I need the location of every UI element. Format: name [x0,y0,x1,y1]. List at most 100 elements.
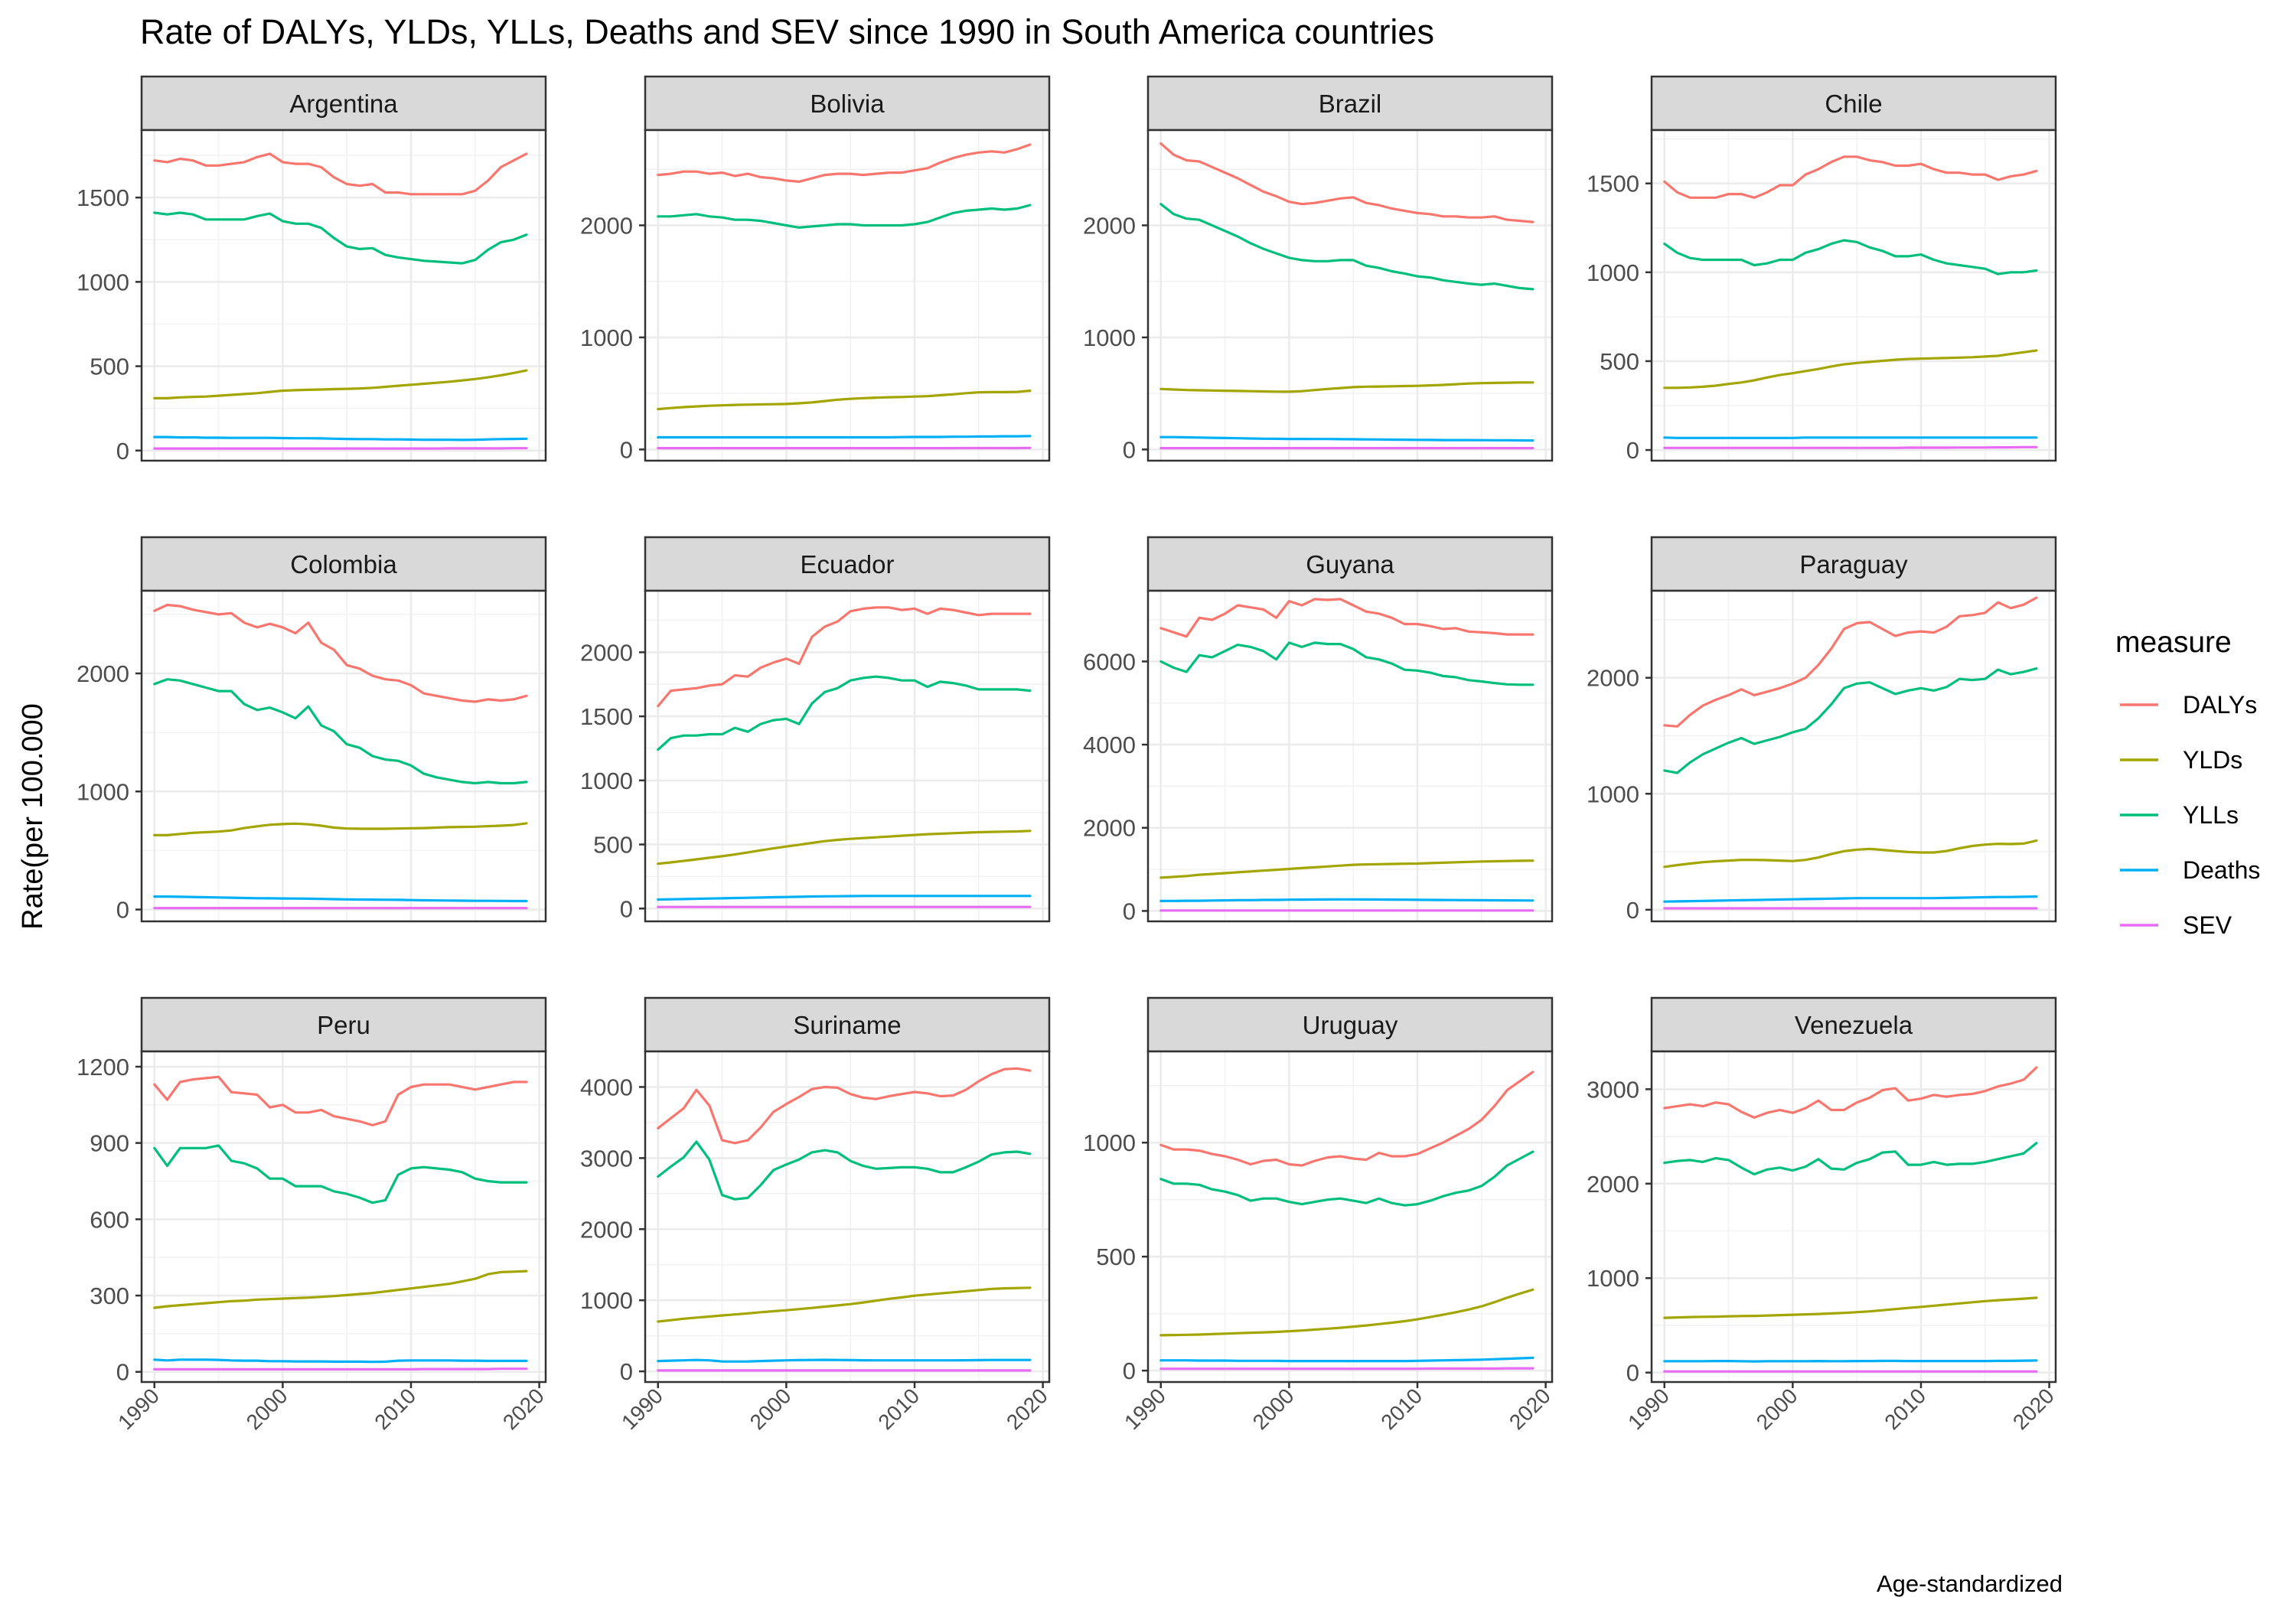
y-tick-label: 0 [1123,436,1136,463]
series-line-ylds [153,822,528,837]
series-line-dalys [153,152,528,196]
series-line-deaths [657,1358,1032,1363]
y-tick-label: 2000 [580,639,633,666]
series-line-dalys [1159,598,1534,638]
chart-title: Rate of DALYs, YLDs, YLLs, Deaths and SE… [140,12,1434,51]
y-tick-label: 500 [593,832,633,859]
y-tick-label: 2000 [1083,212,1136,239]
y-tick-label: 6000 [1083,648,1136,675]
facet-strip-label: Guyana [1306,550,1394,579]
x-tick-label: 2020 [1002,1384,1052,1434]
x-tick-label: 2010 [370,1384,420,1434]
x-tick-label: 1990 [1120,1384,1170,1434]
y-tick-label: 0 [116,1359,129,1386]
y-tick-label: 1200 [77,1054,129,1081]
series-line-deaths [1159,1356,1534,1363]
series-line-ylls [657,204,1032,229]
y-tick-label: 300 [90,1283,129,1309]
legend-label: YLDs [2183,746,2242,774]
series-line-deaths [153,1358,528,1364]
y-tick-label: 0 [116,897,129,924]
y-tick-label: 3000 [1587,1076,1639,1103]
legend-label: Deaths [2183,856,2260,884]
series-line-ylls [1159,203,1534,291]
panel-argentina: Argentina 0 500 1000 1500 [77,75,547,464]
facet-strip-label: Paraguay [1799,550,1908,579]
legend-label: SEV [2183,911,2232,939]
panel-border [140,589,547,923]
series-line-ylls [153,678,528,785]
series-line-ylds [1159,381,1534,393]
y-tick-label: 4000 [1083,732,1136,758]
plot-background [645,591,1049,921]
legend-item-deaths: Deaths [2120,856,2260,884]
facet-strip-label: Argentina [289,90,398,118]
y-tick-label: 1000 [77,269,129,295]
panel-border [1650,589,2057,923]
series-line-ylls [153,211,528,265]
y-tick-label: 1000 [1083,1129,1136,1156]
facet-strip [1146,996,1554,1053]
facet-strip-label: Ecuador [801,550,895,579]
plot-background [1652,1051,2056,1382]
series-line-dalys [1663,596,2038,728]
panel-guyana: Guyana 0 2000 4000 6000 [1083,536,1554,924]
facet-strip [1650,536,2057,592]
plot-background [142,1051,546,1382]
series-line-deaths [1663,895,2038,903]
y-tick-label: 1500 [580,703,633,730]
series-line-ylds [657,830,1032,865]
caption: Age-standardized [1877,1570,2063,1597]
facet-panels: Argentina050010001500Bolivia010002000Bra… [77,75,2059,1434]
legend-title: measure [2115,626,2232,659]
panel-border [644,589,1051,923]
panel-venezuela: Venezuela 0 1000 2000 3000 1990 2000 2010 2020 [1587,996,2059,1434]
facet-strip-label: Venezuela [1795,1011,1913,1039]
y-tick-label: 500 [1096,1244,1136,1270]
facet-strip [644,996,1051,1053]
y-tick-label: 1000 [1587,259,1639,286]
series-line-ylds [1663,839,2038,869]
facet-strip [140,536,547,592]
y-tick-label: 0 [620,1358,633,1385]
y-tick-label: 0 [620,895,633,922]
y-tick-label: 1000 [1587,781,1639,807]
plot-background [1652,591,2056,921]
facet-strip-label: Colombia [290,550,397,579]
x-tick-label: 2000 [745,1384,796,1434]
series-line-dalys [153,603,528,703]
y-tick-label: 1000 [77,778,129,805]
legend: measure DALYs YLDs YLLs Deaths SEV [2115,626,2260,939]
series-line-ylds [153,1270,528,1309]
y-tick-label: 2000 [580,1216,633,1243]
y-tick-label: 0 [116,438,129,464]
x-tick-label: 2000 [1248,1384,1299,1434]
x-tick-label: 2000 [242,1384,292,1434]
x-tick-label: 2020 [2008,1384,2059,1434]
panel-colombia: Colombia 0 1000 2000 [77,536,547,924]
panel-border [1146,589,1554,923]
y-tick-label: 1000 [580,768,633,794]
panel-border [140,129,547,462]
x-tick-label: 2010 [1376,1384,1427,1434]
x-tick-label: 2020 [1505,1384,1555,1434]
legend-items: DALYs YLDs YLLs Deaths SEV [2120,691,2260,939]
series-line-ylls [1159,641,1534,686]
y-tick-label: 0 [1123,898,1136,924]
series-line-ylds [1663,349,2038,390]
panel-border [644,129,1051,462]
series-line-dalys [1663,155,2038,199]
panel-bolivia: Bolivia 0 1000 2000 [580,75,1051,463]
y-tick-label: 2000 [580,212,633,239]
x-tick-label: 2010 [1880,1384,1930,1434]
facet-strip-label: Chile [1825,90,1882,118]
facet-strip [140,75,547,132]
legend-item-ylls: YLLs [2120,801,2239,829]
panel-border [140,1050,547,1384]
panel-border [644,1050,1051,1384]
series-line-deaths [1159,898,1534,903]
series-line-ylds [657,1286,1032,1323]
series-line-deaths [657,895,1032,901]
panel-peru: Peru 0 300 600 900 1200 1990 2000 2010 2020 [77,996,549,1434]
plot-background [1148,130,1552,461]
